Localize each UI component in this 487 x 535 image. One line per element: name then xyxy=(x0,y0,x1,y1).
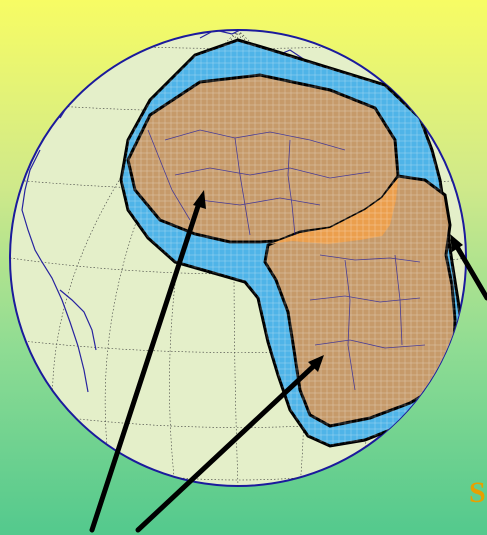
arrow-east-edge xyxy=(450,237,487,301)
pointer-arrows xyxy=(89,197,487,533)
arrow-south-beam xyxy=(135,359,321,533)
corner-label: S xyxy=(469,478,486,508)
arrow-north-beam xyxy=(89,197,203,533)
country-borders xyxy=(147,129,426,391)
